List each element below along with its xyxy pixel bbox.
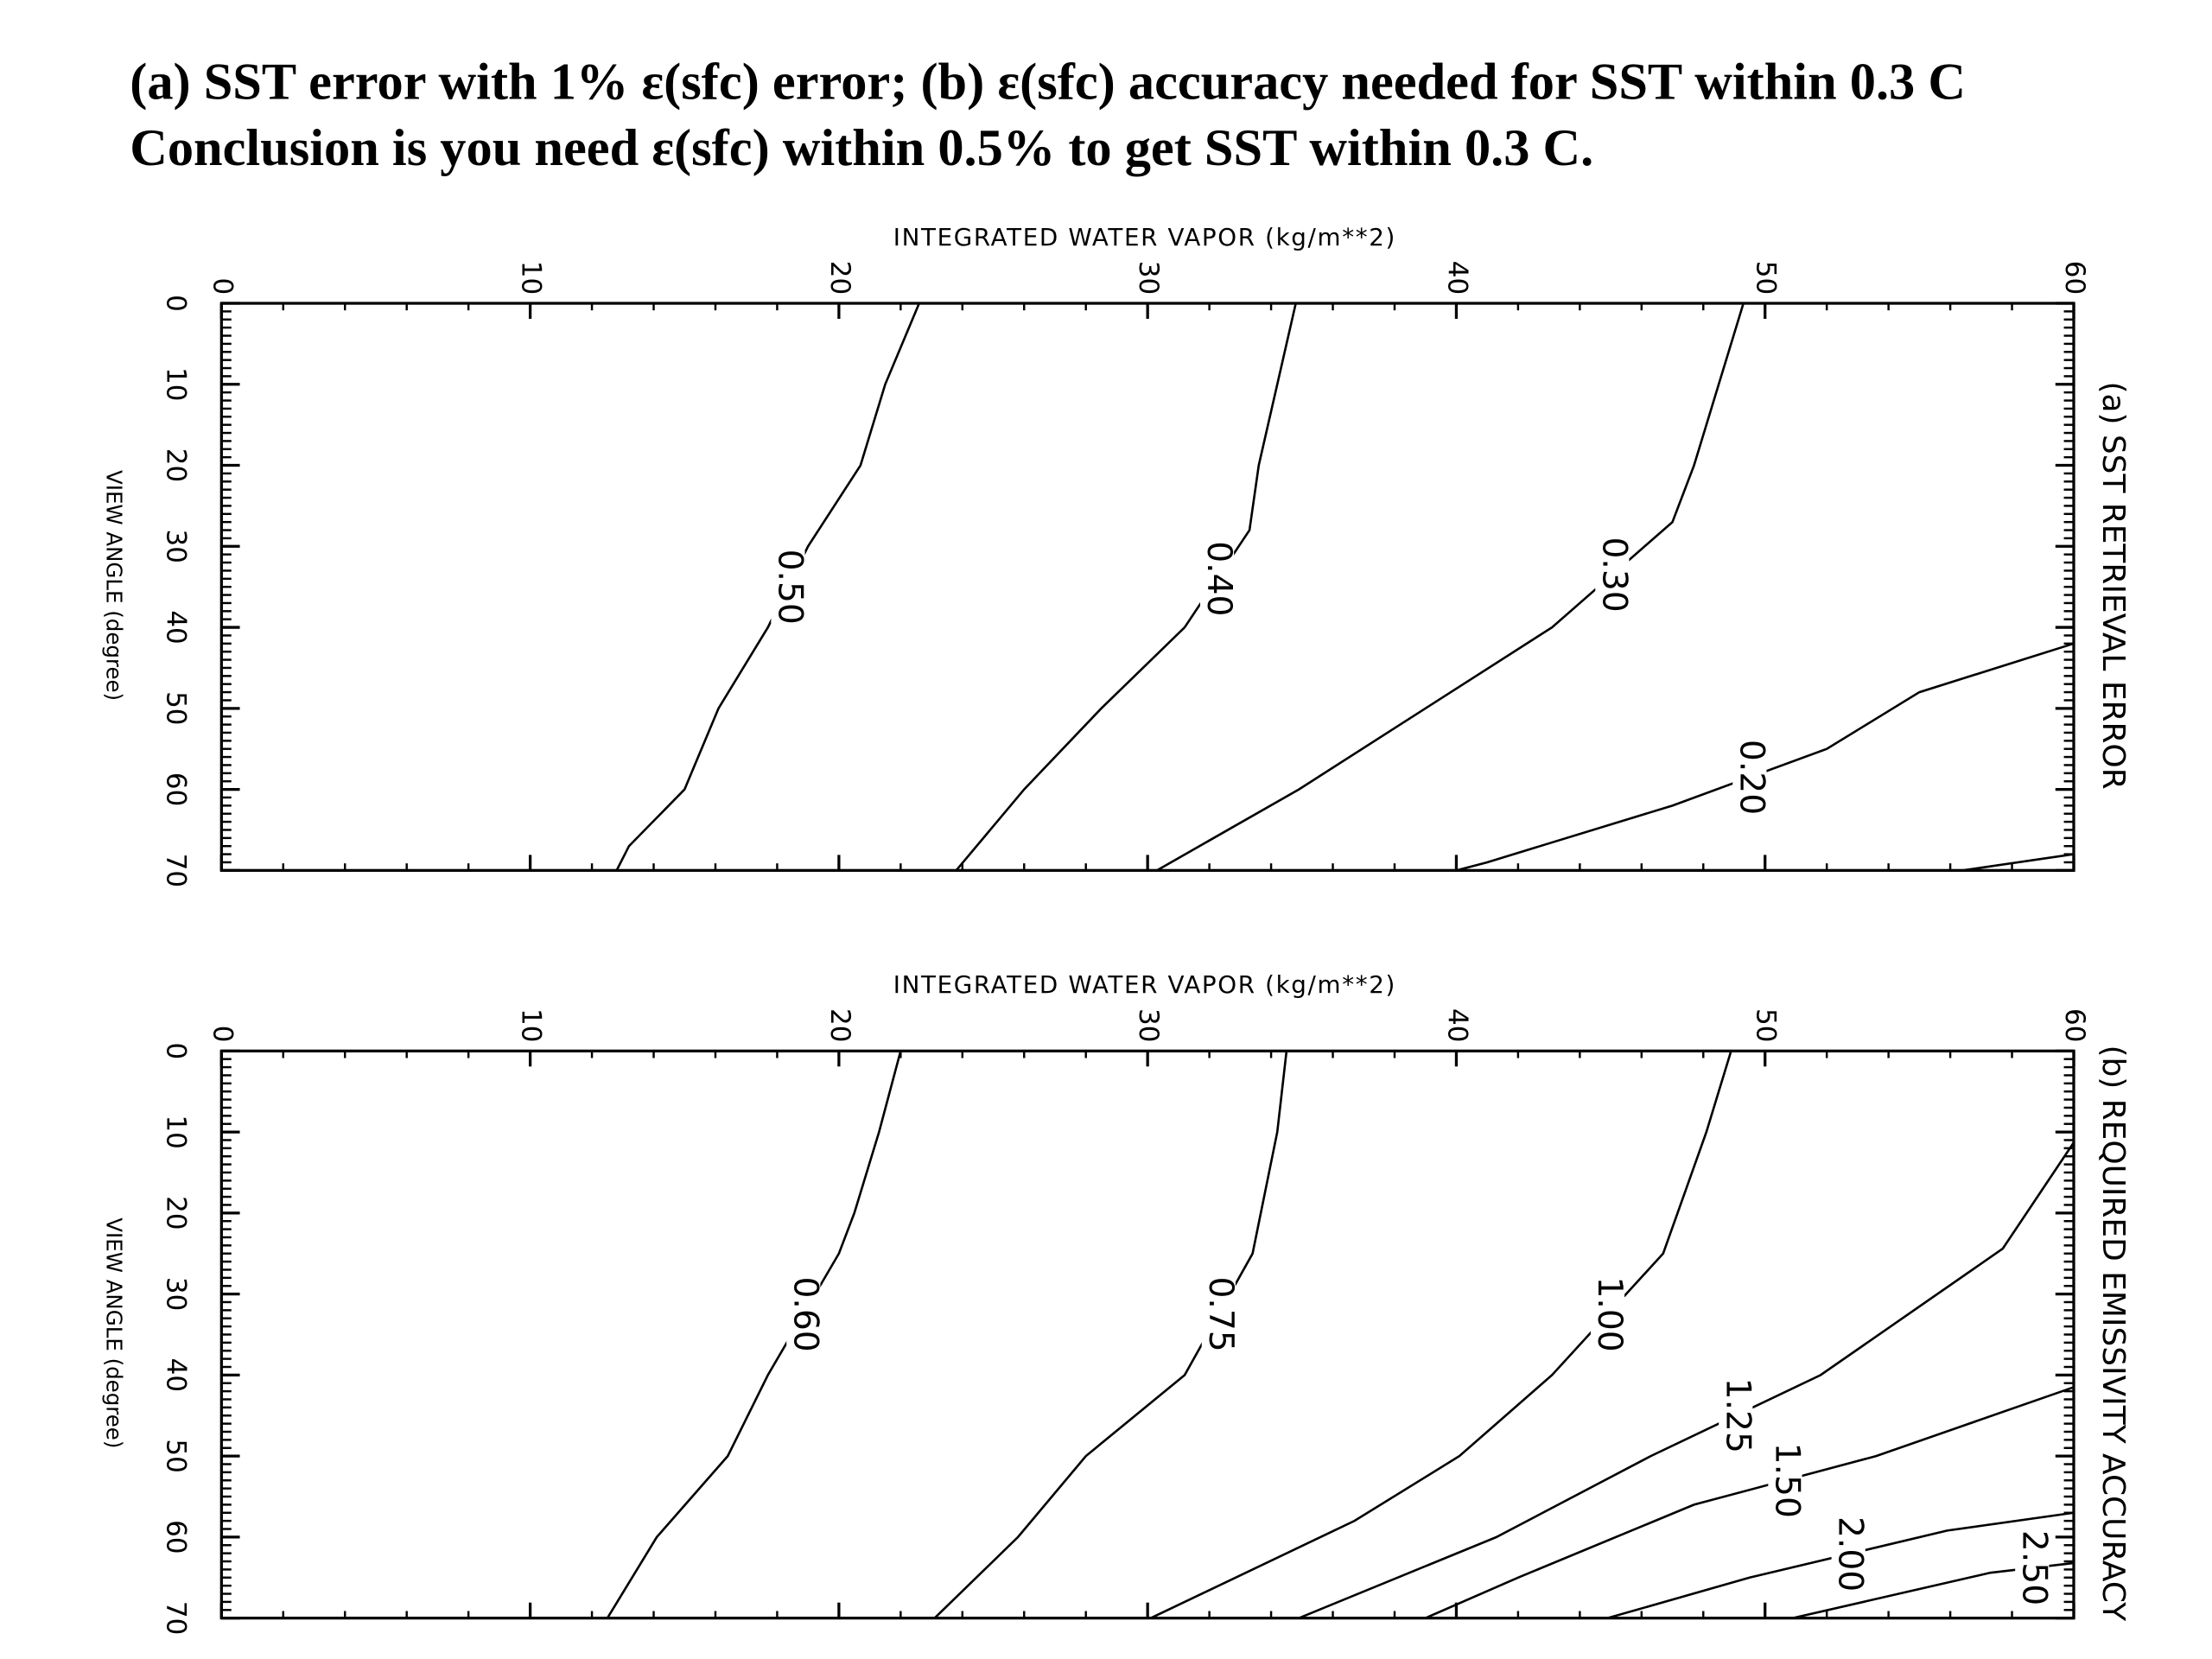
header-line: (a) SST error with 1% ε(sfc) error; (b) … xyxy=(130,53,1966,111)
y-tick-label: 60 xyxy=(160,1520,191,1554)
contour-line xyxy=(615,302,920,871)
contour-label: 0.75 xyxy=(1201,1276,1240,1351)
plot-frame xyxy=(219,1049,2075,1620)
contour-label-group: 0.30 xyxy=(1594,537,1633,613)
header-line: Conclusion is you need ε(sfc) within 0.5… xyxy=(130,119,1593,177)
y-tick-label: 30 xyxy=(160,530,191,563)
contour-label-bg xyxy=(1590,1277,1625,1351)
contour-line xyxy=(933,1051,1288,1619)
y-tick-label: 50 xyxy=(160,1439,191,1472)
y-tick-label: 0 xyxy=(160,1042,191,1059)
x-tick-label: 60 xyxy=(2059,261,2090,295)
contour-label: 0.60 xyxy=(785,1276,824,1351)
contour-label-bg xyxy=(1595,537,1630,612)
x-tick-label: 60 xyxy=(2059,1008,2090,1042)
contour-label-bg xyxy=(1831,1517,1866,1592)
contour-label-group: 0.20 xyxy=(1732,740,1770,815)
contour-label-bg xyxy=(771,550,805,624)
contour-label: 0.20 xyxy=(1732,740,1770,815)
contour-label-bg xyxy=(1768,1443,1802,1517)
y-tick-label: 10 xyxy=(160,1115,191,1148)
plot-frame xyxy=(219,302,2075,872)
x-tick-label: 20 xyxy=(824,261,855,295)
contour-label-bg xyxy=(1201,1277,1236,1351)
contour-line xyxy=(1962,853,2075,872)
x-tick-label: 40 xyxy=(1441,1008,1472,1042)
y-tick-label: 20 xyxy=(160,448,191,482)
contour-label: 0.50 xyxy=(770,550,809,625)
y-tick-label: 60 xyxy=(160,772,191,806)
contour-label-bg xyxy=(786,1277,821,1351)
y-tick-label: 30 xyxy=(160,1277,191,1311)
panel-title: (b) REQUIRED EMISSIVITY ACCURACY xyxy=(2095,1046,2131,1622)
contour-label: 0.30 xyxy=(1594,537,1633,613)
x-tick-label: 0 xyxy=(207,277,238,295)
contour-label-group: 1.50 xyxy=(1767,1443,1806,1518)
y-axis-label: VIEW ANGLE (degree) xyxy=(102,470,127,701)
contour-label-bg xyxy=(1199,542,1235,616)
x-tick-label: 50 xyxy=(1751,261,1782,295)
y-axis-label: VIEW ANGLE (degree) xyxy=(102,1217,127,1448)
contour-label-bg xyxy=(1719,1378,1753,1452)
x-tick-label: 20 xyxy=(824,1008,855,1042)
contour-label-group: 2.50 xyxy=(2014,1530,2053,1605)
contour-label: 1.00 xyxy=(1590,1276,1629,1351)
y-tick-label: 20 xyxy=(160,1196,191,1230)
contour-label-bg xyxy=(1732,741,1767,814)
contour-label: 1.25 xyxy=(1718,1378,1757,1453)
x-tick-label: 30 xyxy=(1133,1008,1164,1042)
y-tick-label: 50 xyxy=(160,691,191,725)
y-tick-label: 40 xyxy=(160,610,191,644)
x-tick-label: 0 xyxy=(207,1026,238,1043)
y-tick-label: 0 xyxy=(160,295,191,312)
contour-label-group: 0.40 xyxy=(1199,541,1238,616)
x-axis-label: INTEGRATED WATER VAPOR (kg/m**2) xyxy=(893,223,1396,251)
contour-line xyxy=(1150,1050,1732,1619)
contour-label: 2.50 xyxy=(2014,1530,2053,1605)
x-tick-label: 30 xyxy=(1133,261,1164,295)
y-tick-label: 10 xyxy=(160,367,191,401)
contour-label: 0.40 xyxy=(1199,541,1238,616)
y-tick-label: 70 xyxy=(160,1601,191,1635)
contour-label-group: 2.00 xyxy=(1831,1516,1870,1592)
contour-label-group: 0.50 xyxy=(770,550,809,625)
contour-label-bg xyxy=(2015,1531,2050,1605)
contour-label-group: 1.25 xyxy=(1718,1378,1757,1453)
panel-title: (a) SST RETRIEVAL ERROR xyxy=(2095,381,2131,789)
contour-label-group: 0.60 xyxy=(785,1276,824,1351)
x-tick-label: 10 xyxy=(516,1008,547,1042)
contour-label-group: 0.75 xyxy=(1201,1276,1240,1351)
contour-label: 1.50 xyxy=(1767,1443,1806,1518)
contour-line xyxy=(1425,1386,2075,1619)
x-axis-label: INTEGRATED WATER VAPOR (kg/m**2) xyxy=(893,970,1396,999)
y-tick-label: 40 xyxy=(160,1358,191,1392)
contour-label-group: 1.00 xyxy=(1590,1276,1629,1351)
x-tick-label: 40 xyxy=(1441,261,1472,295)
x-tick-label: 10 xyxy=(516,261,547,295)
x-tick-label: 50 xyxy=(1751,1008,1782,1042)
y-tick-label: 70 xyxy=(160,854,191,887)
contour-label: 2.00 xyxy=(1831,1516,1870,1592)
